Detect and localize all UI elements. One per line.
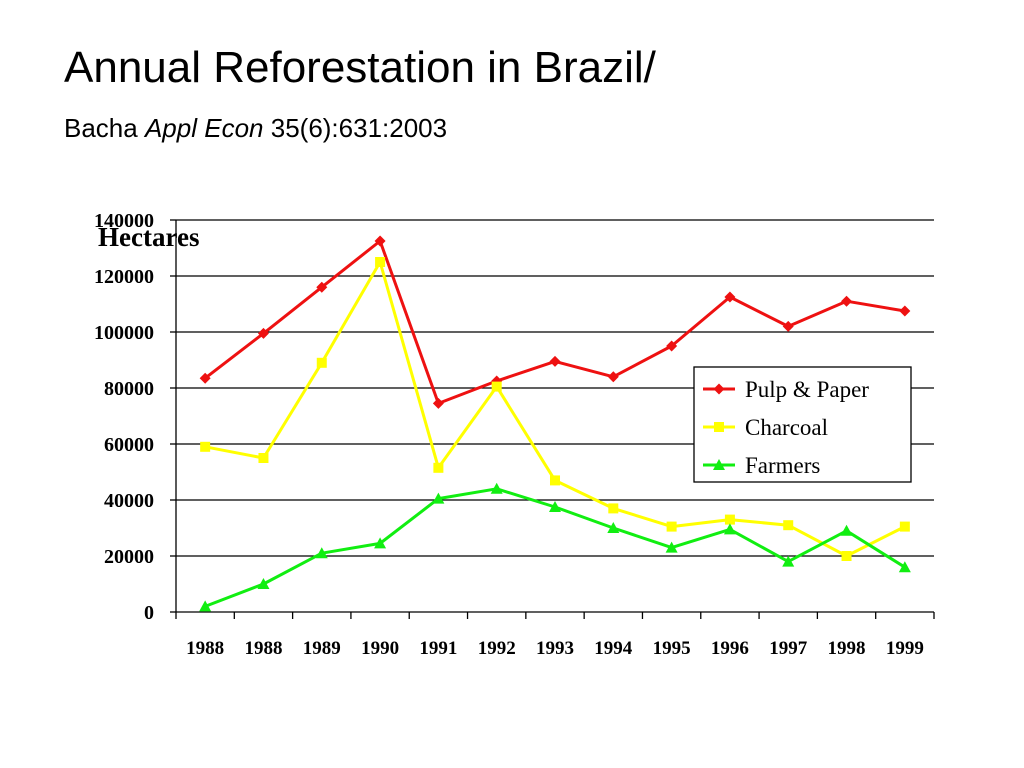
citation-reference: 35(6):631:2003 bbox=[270, 113, 448, 143]
x-tick-label: 1993 bbox=[536, 638, 574, 659]
data-point bbox=[257, 578, 270, 589]
data-point bbox=[375, 257, 386, 267]
data-point bbox=[841, 551, 852, 561]
series-layer bbox=[199, 235, 911, 612]
legend-box bbox=[693, 366, 912, 483]
legend-label: Farmers bbox=[745, 453, 820, 478]
data-point bbox=[723, 523, 736, 535]
data-point bbox=[898, 561, 911, 573]
data-point bbox=[550, 475, 560, 486]
data-point bbox=[899, 521, 910, 532]
x-tick-label: 1989 bbox=[303, 638, 341, 659]
legend: Pulp & Paper Charcoal Farmers bbox=[693, 366, 912, 483]
x-tick-label: 1992 bbox=[478, 638, 516, 659]
citation: Bacha Appl Econ 35(6):631:2003 bbox=[64, 113, 447, 144]
x-tick-label: 1998 bbox=[828, 638, 866, 659]
data-point bbox=[549, 355, 561, 367]
x-tick-label: 1996 bbox=[711, 638, 749, 659]
data-point bbox=[724, 514, 735, 525]
y-tick-label: 100000 bbox=[94, 322, 154, 344]
y-tick-label: 140000 bbox=[94, 210, 154, 232]
data-point bbox=[257, 327, 269, 339]
data-point bbox=[549, 501, 561, 512]
y-tick-label: 60000 bbox=[104, 434, 154, 456]
x-tick-label: 1997 bbox=[769, 638, 808, 659]
legend-label: Charcoal bbox=[745, 415, 828, 440]
data-point bbox=[316, 357, 327, 368]
data-point bbox=[316, 281, 328, 293]
y-tick-label: 120000 bbox=[94, 266, 154, 288]
data-point bbox=[432, 492, 445, 504]
data-point bbox=[840, 524, 853, 536]
data-point bbox=[724, 291, 736, 303]
y-tick-label: 80000 bbox=[104, 378, 154, 400]
data-point bbox=[782, 555, 795, 567]
legend-swatch-marker bbox=[713, 383, 725, 395]
y-tick-label: 0 bbox=[144, 602, 154, 624]
data-point bbox=[433, 462, 444, 473]
data-point bbox=[258, 453, 269, 463]
data-point bbox=[666, 340, 678, 352]
data-point bbox=[782, 320, 794, 332]
data-point bbox=[199, 600, 212, 612]
data-point bbox=[490, 482, 503, 494]
y-tick-label: 20000 bbox=[104, 546, 154, 568]
legend-swatch-marker bbox=[714, 422, 724, 432]
data-point bbox=[374, 235, 386, 247]
axes: 0 20000 40000 60000 80000 100000 120000 140000 1… bbox=[94, 210, 935, 659]
data-point bbox=[200, 441, 211, 452]
legend-swatch-marker bbox=[713, 459, 725, 470]
data-point bbox=[783, 520, 794, 531]
data-point bbox=[491, 381, 502, 392]
data-point bbox=[608, 503, 619, 514]
x-tick-label: 1988 bbox=[244, 638, 282, 659]
data-point bbox=[899, 305, 911, 317]
data-point bbox=[374, 537, 387, 549]
data-point bbox=[199, 372, 211, 384]
x-tick-label: 1991 bbox=[419, 638, 457, 659]
x-tick-label: 1994 bbox=[594, 638, 633, 659]
x-tick-label: 1995 bbox=[653, 638, 691, 659]
x-tick-label: 1988 bbox=[186, 638, 224, 659]
data-point bbox=[607, 522, 620, 533]
y-axis-label: Hectares bbox=[98, 222, 199, 252]
data-point bbox=[315, 547, 328, 559]
slide-title: Annual Reforestation in Brazil/ bbox=[64, 43, 656, 92]
x-tick-label: 1999 bbox=[886, 638, 924, 659]
data-point bbox=[607, 371, 619, 383]
data-point bbox=[666, 521, 677, 532]
y-tick-label: 40000 bbox=[104, 490, 154, 512]
legend-label: Pulp & Paper bbox=[745, 377, 869, 402]
x-tick-label: 1990 bbox=[361, 638, 399, 659]
data-point bbox=[841, 295, 853, 307]
data-point bbox=[665, 541, 678, 553]
citation-journal: Appl Econ bbox=[144, 113, 264, 143]
data-point bbox=[432, 397, 444, 409]
citation-author: Bacha bbox=[64, 113, 138, 143]
